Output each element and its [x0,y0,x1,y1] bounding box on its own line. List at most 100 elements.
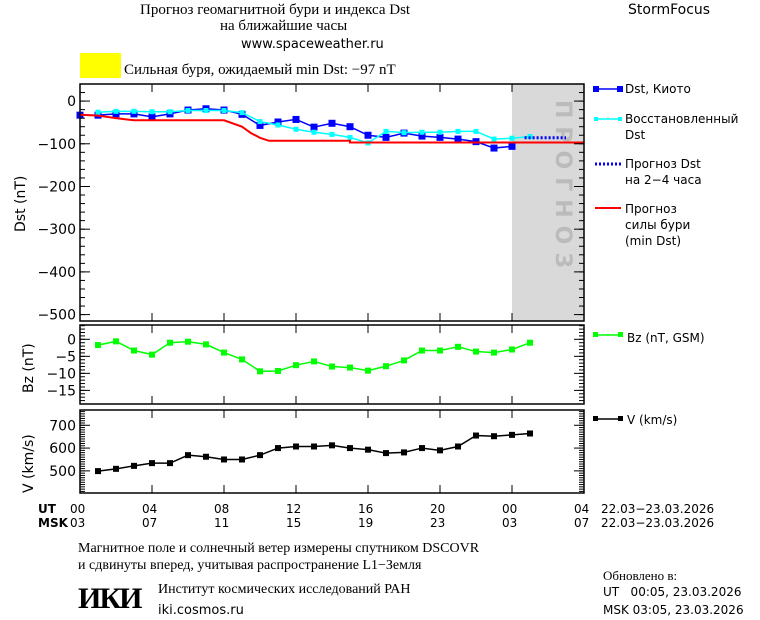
msk-tick-label: 23 [430,516,446,530]
data-point [257,452,263,459]
data-point [275,122,281,128]
data-point [347,134,353,140]
data-point [185,107,191,113]
status-color-box [80,53,121,78]
data-point [131,462,137,469]
msk-tick-label: 15 [286,516,302,530]
y-tick-label: 0 [67,332,76,348]
data-point [185,452,191,459]
msk-tick-label: 11 [214,516,230,530]
data-point [310,123,318,131]
data-point [256,121,264,129]
data-point [293,443,299,450]
msk-tick-label: 07 [574,516,590,530]
data-point [239,110,245,116]
data-point [113,338,119,345]
updated-msk: MSK 03:05, 23.03.2026 [603,603,744,617]
data-point [527,430,533,437]
data-point [455,128,461,134]
legend-marker [593,86,599,92]
data-point [131,108,137,114]
data-point [347,445,353,452]
data-point [490,144,498,152]
legend-bz: Bz (nT, GSM) [627,331,705,345]
data-point [329,131,335,137]
legend-v: V (km/s) [627,413,678,427]
data-point [257,119,263,125]
data-point [508,142,516,150]
data-point [436,133,444,141]
data-point [437,129,443,135]
plot-frame [79,409,585,494]
data-point [239,356,245,363]
data-point [473,432,479,439]
institute-link[interactable]: iki.cosmos.ru [158,603,244,618]
y-tick-label: −200 [38,179,76,195]
data-point [275,445,281,452]
bz-axis-label: Bz (nT) [21,343,37,393]
ut-tick-label: 08 [214,502,230,516]
ut-label: UT [38,502,56,516]
updated-ut: UT 00:05, 23.03.2026 [603,585,742,599]
data-point [419,347,425,354]
data-point [454,135,462,143]
data-point [509,346,515,353]
data-point [383,363,389,370]
data-point [509,431,515,438]
data-point [149,351,155,358]
data-point [455,443,461,450]
chart-title: Прогноз геомагнитной бури и индекса Dst [140,2,411,18]
series-line [97,340,531,373]
ut-tick-label: 04 [142,502,158,516]
legend-marker [594,117,598,121]
msk-dates: 22.03−23.03.2026 [601,516,715,530]
ut-tick-label: 16 [358,502,374,516]
website-link[interactable]: www.spaceweather.ru [241,37,384,52]
legend-kyoto: Dst, Киото [625,82,691,96]
data-point [491,349,497,356]
data-point [365,367,371,374]
y-tick-label: −15 [46,383,76,399]
y-tick-label: −5 [55,349,76,365]
data-point [167,109,173,115]
series-line [79,113,584,144]
data-point [167,339,173,346]
data-point [491,433,497,440]
data-point [401,130,407,136]
data-point [131,347,137,354]
data-point [239,456,245,463]
data-point [203,341,209,348]
data-point [419,445,425,452]
data-point [203,453,209,460]
y-tick-label: −10 [46,366,76,382]
msk-tick-label: 07 [142,516,158,530]
legend-forecast-1: Прогноз Dst [625,157,701,171]
legend-marker [618,117,622,121]
data-point [473,348,479,355]
data-point [347,364,353,371]
series-line [97,432,531,472]
data-point [95,342,101,349]
legend [593,86,623,421]
plot-frame [79,324,585,405]
brand-name: StormFocus [628,2,711,18]
data-point [346,123,354,131]
data-point [419,129,425,135]
data-point [167,460,173,467]
iki-logo: ИКИ [78,582,142,615]
data-point [185,338,191,345]
legend-marker [618,416,623,421]
y-tick-label: −300 [38,222,76,238]
legend-storm-3: (min Dst) [625,234,682,248]
y-tick-label: −100 [38,137,76,153]
y-tick-label: 0 [67,94,76,110]
data-point [130,110,138,118]
legend-restored-1: Восстановленный [625,112,739,126]
data-point [311,129,317,135]
data-point [311,443,317,450]
ut-tick-label: 00 [70,502,86,516]
data-point [275,367,281,374]
y-tick-label: −500 [38,308,76,324]
y-tick-label: 600 [49,441,76,457]
data-point [293,362,299,369]
